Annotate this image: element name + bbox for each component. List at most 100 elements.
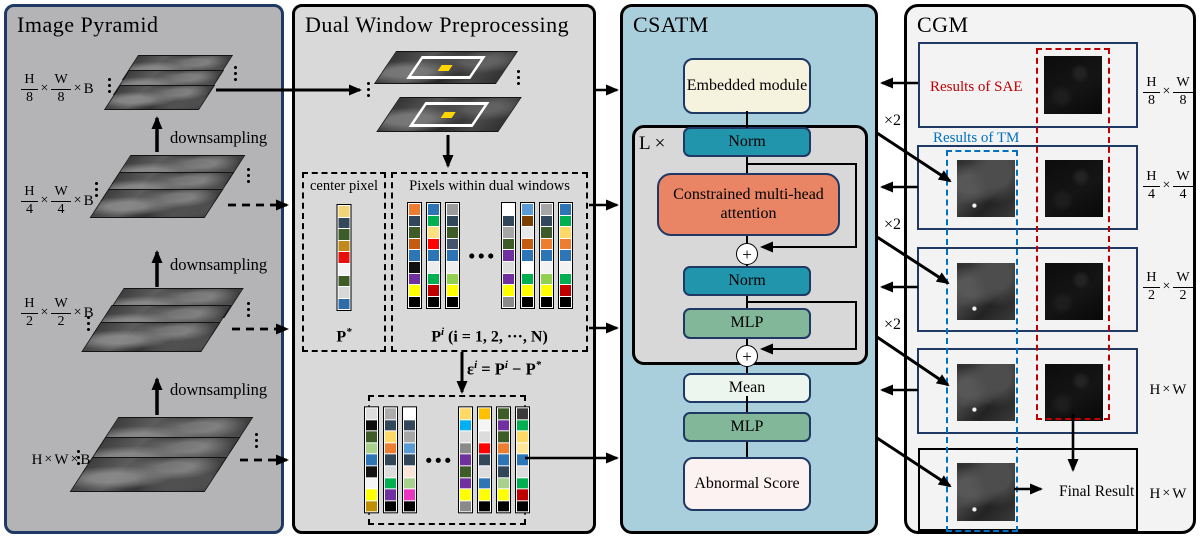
spectral-band-cell bbox=[460, 489, 471, 501]
vertical-ellipsis-icon bbox=[367, 81, 370, 98]
vertical-ellipsis-icon bbox=[87, 315, 90, 332]
dual-window-image bbox=[376, 97, 522, 132]
spectral-band-cell bbox=[366, 454, 377, 466]
spectral-band-cell bbox=[540, 238, 552, 250]
spectral-band-cell bbox=[366, 489, 377, 501]
vertical-ellipsis-icon bbox=[108, 77, 111, 94]
times-sign: × bbox=[73, 81, 82, 96]
spectral-band-cell bbox=[521, 273, 533, 285]
spectral-band-cell bbox=[408, 204, 420, 215]
tm-result-image bbox=[957, 160, 1015, 217]
pyramid-level-1-stack bbox=[103, 55, 242, 117]
pyramid-level-2-stack bbox=[89, 155, 257, 229]
center-pixel-column-wrap bbox=[336, 204, 352, 312]
spectral-band-cell bbox=[338, 263, 350, 275]
cgm-row-3-dims: H 2 × W 2 bbox=[1141, 265, 1195, 309]
times-sign: × bbox=[1162, 84, 1171, 99]
sae-result-image bbox=[1045, 160, 1103, 217]
residual-formula: εi = Pi − P* bbox=[467, 359, 542, 379]
dim-symbol: H bbox=[1149, 485, 1161, 502]
spectral-band-cell bbox=[366, 477, 377, 489]
spectral-band-cell bbox=[460, 501, 471, 512]
spectral-band-cell bbox=[446, 261, 458, 273]
spectral-band-cell bbox=[521, 261, 533, 273]
spectral-band-cell bbox=[366, 466, 377, 477]
spectral-band-cell bbox=[385, 466, 396, 477]
cgm-row-1: Results of SAE bbox=[918, 42, 1138, 128]
spectral-band-cell bbox=[498, 501, 509, 512]
spectral-band-cell bbox=[498, 408, 509, 419]
vertical-ellipsis-icon bbox=[95, 181, 98, 198]
spectral-band-cell bbox=[460, 431, 471, 443]
dim-symbol: H bbox=[1149, 381, 1161, 398]
spectral-band-cell bbox=[460, 443, 471, 454]
spectral-band-cell bbox=[498, 477, 509, 489]
spectral-band-cell bbox=[540, 261, 552, 273]
csatm-title: CSATM bbox=[633, 12, 709, 37]
spectral-band-cell bbox=[517, 477, 528, 489]
spectral-band-cell bbox=[502, 296, 514, 308]
column-group-left bbox=[406, 202, 460, 310]
ellipsis-icon bbox=[466, 252, 494, 259]
spectral-band-cell bbox=[498, 431, 509, 443]
times-sign: × bbox=[1162, 178, 1171, 193]
hyperspectral-layer bbox=[89, 189, 224, 218]
spectral-band-cell bbox=[521, 285, 533, 296]
dim-symbol: W bbox=[1172, 485, 1187, 502]
times-sign: × bbox=[40, 305, 49, 320]
spectral-band-cell bbox=[427, 261, 439, 273]
times-sign: × bbox=[73, 193, 82, 208]
times-sign: × bbox=[1162, 382, 1171, 397]
spectral-band-cell bbox=[521, 227, 533, 238]
spectral-band-cell bbox=[540, 296, 552, 308]
results-of-tm-label: Results of TM bbox=[933, 130, 1020, 146]
column-group-right bbox=[458, 406, 530, 514]
spectral-band-cell bbox=[338, 240, 350, 252]
spectral-band-cell bbox=[385, 501, 396, 512]
dim-symbol: B bbox=[83, 192, 94, 209]
spectral-pixel-column bbox=[364, 406, 379, 514]
spectral-band-cell bbox=[540, 273, 552, 285]
vertical-ellipsis-icon bbox=[77, 449, 80, 466]
spectral-band-cell bbox=[408, 261, 420, 273]
spectral-pixel-column bbox=[402, 406, 417, 514]
cgm-row-2-dims: H 4 × W 4 bbox=[1141, 164, 1195, 208]
cgm-row-5-dims: H × W bbox=[1141, 479, 1195, 509]
spectral-band-cell bbox=[479, 443, 490, 454]
spectral-band-cell bbox=[408, 227, 420, 238]
spectral-band-cell bbox=[408, 273, 420, 285]
cgm-row-4-dims: H × W bbox=[1141, 375, 1195, 405]
spectral-band-cell bbox=[338, 252, 350, 263]
spectral-band-cell bbox=[460, 466, 471, 477]
spectral-band-cell bbox=[427, 285, 439, 296]
spectral-band-cell bbox=[517, 454, 528, 466]
mean-box: Mean bbox=[683, 373, 811, 403]
vertical-ellipsis-icon bbox=[247, 167, 250, 184]
center-pixel-label: center pixel bbox=[309, 178, 379, 194]
hyperspectral-layer bbox=[103, 85, 216, 110]
downsampling-label: downsampling bbox=[170, 380, 268, 399]
spectral-band-cell bbox=[427, 296, 439, 308]
spectral-band-cell bbox=[521, 204, 533, 215]
downsampling-label: downsampling bbox=[170, 128, 268, 147]
spectral-band-cell bbox=[540, 250, 552, 261]
spectral-band-cell bbox=[366, 431, 377, 443]
spectral-band-cell bbox=[502, 273, 514, 285]
spectral-pixel-column bbox=[519, 202, 535, 310]
spectral-band-cell bbox=[559, 204, 571, 215]
loop-count-label: L × bbox=[639, 133, 666, 154]
times-sign: × bbox=[70, 452, 79, 467]
spectral-band-cell bbox=[517, 489, 528, 501]
abnormal-score-box: Abnormal Score bbox=[683, 457, 811, 511]
spectral-band-cell bbox=[559, 238, 571, 250]
dim-symbol: H bbox=[31, 451, 43, 468]
spectral-band-cell bbox=[408, 238, 420, 250]
spectral-band-cell bbox=[540, 204, 552, 215]
spectral-band-cell bbox=[404, 431, 415, 443]
hyperspectral-layer bbox=[81, 322, 221, 352]
spectral-band-cell bbox=[502, 261, 514, 273]
spectral-band-cell bbox=[404, 501, 415, 512]
